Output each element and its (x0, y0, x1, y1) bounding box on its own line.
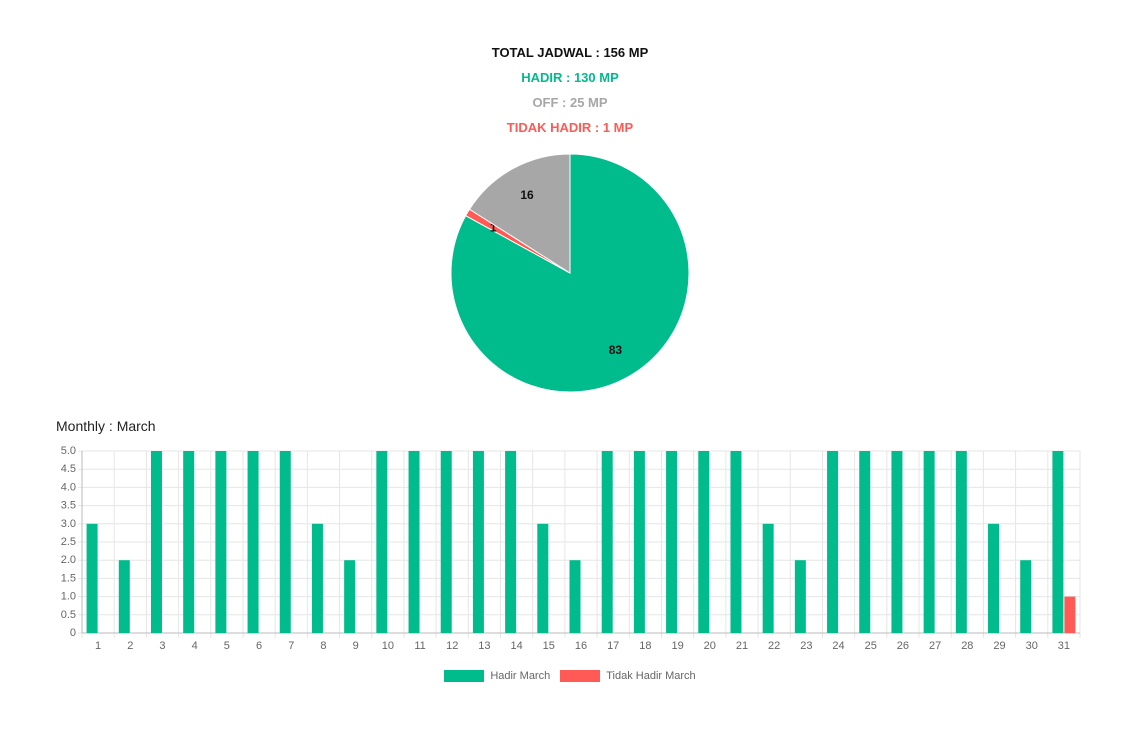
x-tick-label: 7 (288, 640, 294, 652)
bar-hadir-march-day-8[interactable] (311, 523, 323, 633)
bar-hadir-march-day-10[interactable] (376, 451, 388, 633)
bar-hadir-march-day-22[interactable] (762, 523, 774, 633)
bar-hadir-march-day-2[interactable] (118, 560, 130, 633)
pie-label-tidak-hadir: 1 (490, 221, 497, 235)
bar-hadir-march-day-19[interactable] (666, 451, 678, 633)
y-tick-label: 1.5 (61, 572, 76, 584)
hadir-label: HADIR : 130 MP (521, 70, 619, 85)
y-tick-label: 5.0 (61, 445, 76, 457)
x-tick-label: 4 (192, 640, 198, 652)
bar-hadir-march-day-9[interactable] (344, 560, 356, 633)
x-tick-label: 30 (1026, 640, 1038, 652)
x-tick-label: 23 (800, 640, 812, 652)
x-tick-label: 29 (993, 640, 1005, 652)
x-tick-label: 27 (929, 640, 941, 652)
bar-hadir-march-day-5[interactable] (215, 451, 227, 633)
x-tick-label: 9 (353, 640, 359, 652)
bar-hadir-march-day-21[interactable] (730, 451, 742, 633)
bar-hadir-march-day-20[interactable] (698, 451, 710, 633)
x-tick-label: 6 (256, 640, 262, 652)
x-tick-label: 14 (510, 640, 522, 652)
x-tick-label: 20 (704, 640, 716, 652)
off-label: OFF : 25 MP (532, 95, 608, 110)
x-tick-label: 17 (607, 640, 619, 652)
bar-hadir-march-day-3[interactable] (150, 451, 162, 633)
x-tick-label: 25 (865, 640, 877, 652)
legend-item-tidak-hadir[interactable]: Tidak Hadir March (560, 670, 696, 682)
pie-label-hadir: 83 (609, 343, 623, 357)
bar-hadir-march-day-25[interactable] (859, 451, 871, 633)
x-tick-label: 11 (414, 640, 425, 652)
pie-label-off: 16 (520, 188, 534, 202)
bar-hadir-march-day-26[interactable] (891, 451, 903, 633)
x-tick-label: 16 (575, 640, 587, 652)
x-tick-label: 28 (961, 640, 973, 652)
bar-hadir-march-day-18[interactable] (633, 451, 645, 633)
monthly-title: Monthly : March (56, 418, 156, 434)
legend-label-tidak-hadir: Tidak Hadir March (606, 670, 696, 682)
x-tick-label: 3 (159, 640, 165, 652)
y-tick-label: 4.0 (61, 481, 76, 493)
x-tick-label: 24 (832, 640, 844, 652)
legend-swatch-hadir (444, 670, 485, 682)
x-tick-label: 2 (127, 640, 133, 652)
x-tick-label: 18 (639, 640, 651, 652)
x-tick-label: 1 (95, 640, 101, 652)
bar-hadir-march-day-27[interactable] (923, 451, 935, 633)
bar-hadir-march-day-12[interactable] (440, 451, 452, 633)
bar-hadir-march-day-28[interactable] (955, 451, 967, 633)
bar-hadir-march-day-31[interactable] (1052, 451, 1064, 633)
bar-legend: Hadir March Tidak Hadir March (0, 670, 1140, 682)
bar-hadir-march-day-23[interactable] (794, 560, 806, 633)
y-tick-label: 0.5 (61, 609, 76, 621)
legend-swatch-tidak-hadir (560, 670, 601, 682)
x-tick-label: 12 (446, 640, 458, 652)
bar-hadir-march-day-14[interactable] (505, 451, 517, 633)
bar-hadir-march-day-4[interactable] (183, 451, 195, 633)
bar-hadir-march-day-24[interactable] (827, 451, 839, 633)
pie-slice-off[interactable] (468, 153, 571, 274)
bar-hadir-march-day-29[interactable] (988, 523, 1000, 633)
bar-hadir-march-day-30[interactable] (1020, 560, 1032, 633)
legend-label-hadir: Hadir March (490, 670, 551, 682)
y-tick-label: 4.5 (61, 463, 76, 475)
y-tick-label: 2.5 (61, 536, 76, 548)
x-tick-label: 22 (768, 640, 780, 652)
tidak-hadir-label: TIDAK HADIR : 1 MP (506, 120, 634, 135)
bar-hadir-march-day-7[interactable] (279, 451, 291, 633)
pie-chart: 83 1 16 (450, 153, 690, 393)
x-tick-label: 31 (1058, 640, 1070, 652)
bar-hadir-march-day-11[interactable] (408, 451, 420, 633)
y-tick-label: 1.0 (61, 591, 76, 603)
y-tick-label: 0 (70, 627, 76, 639)
x-tick-label: 15 (543, 640, 555, 652)
x-tick-label: 19 (671, 640, 683, 652)
bar-hadir-march-day-16[interactable] (569, 560, 581, 633)
y-tick-label: 2.0 (61, 554, 76, 566)
total-jadwal-label: TOTAL JADWAL : 156 MP (491, 45, 649, 60)
x-tick-label: 21 (736, 640, 748, 652)
x-tick-label: 13 (478, 640, 490, 652)
y-tick-label: 3.0 (61, 518, 76, 530)
x-tick-label: 5 (224, 640, 230, 652)
x-tick-label: 10 (382, 640, 394, 652)
legend-item-hadir[interactable]: Hadir March (444, 670, 550, 682)
summary-block: TOTAL JADWAL : 156 MP HADIR : 130 MP OFF… (0, 40, 1140, 140)
y-tick-label: 3.5 (61, 500, 76, 512)
bar-tidak-hadir-march-day-31[interactable] (1064, 596, 1076, 633)
bar-hadir-march-day-13[interactable] (472, 451, 484, 633)
bar-hadir-march-day-1[interactable] (86, 523, 98, 633)
bar-hadir-march-day-15[interactable] (537, 523, 549, 633)
bar-hadir-march-day-6[interactable] (247, 451, 259, 633)
bar-hadir-march-day-17[interactable] (601, 451, 613, 633)
x-tick-label: 26 (897, 640, 909, 652)
x-tick-label: 8 (320, 640, 326, 652)
